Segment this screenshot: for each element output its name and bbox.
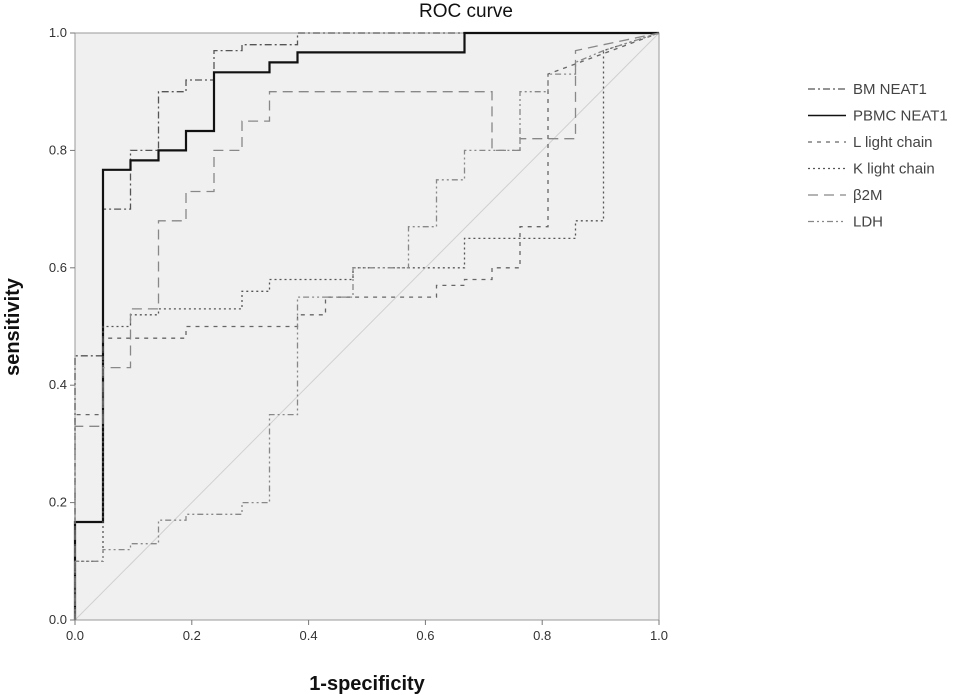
y-tick-label: 0.2: [49, 495, 67, 510]
x-axis-title: 1-specificity: [309, 673, 425, 695]
series-line-pbmc-neat1: [73, 31, 659, 620]
series-line-ldh: [74, 32, 660, 620]
y-tick-label: 0.6: [49, 260, 67, 275]
y-tick-label: 0.0: [49, 612, 67, 627]
x-tick-label: 0.6: [416, 628, 434, 643]
x-tick-label: 0.4: [300, 628, 318, 643]
x-tick-label: 0.0: [66, 628, 84, 643]
series-line-l-light-chain: [74, 32, 660, 620]
y-tick-label: 1.0: [49, 25, 67, 40]
legend-label: PBMC NEAT1: [853, 108, 948, 125]
legend-label: β2M: [853, 187, 882, 204]
legend-label: BM NEAT1: [853, 81, 927, 98]
legend-label: K light chain: [853, 161, 935, 178]
x-tick-label: 0.2: [183, 628, 201, 643]
x-tick-label: 1.0: [650, 628, 668, 643]
series-line-k-light-chain: [74, 32, 660, 620]
chart-title: ROC curve: [419, 1, 513, 22]
y-tick-label: 0.4: [49, 377, 67, 392]
legend-label: L light chain: [853, 134, 933, 151]
reference-diagonal-line: [74, 32, 660, 621]
y-tick-label: 0.8: [49, 142, 67, 157]
x-tick-label: 0.8: [533, 628, 551, 643]
y-axis-title: sensitivity: [2, 277, 24, 376]
legend-label: LDH: [853, 214, 883, 231]
